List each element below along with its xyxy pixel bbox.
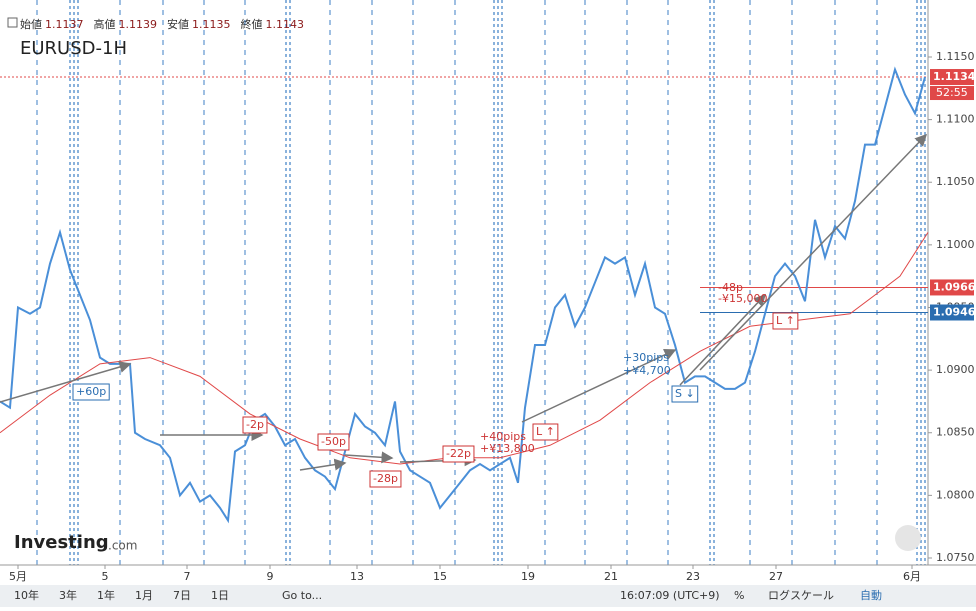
trade-annotation: L ↑ xyxy=(776,314,795,327)
annotation-box xyxy=(532,423,559,441)
price-box xyxy=(930,279,974,296)
range-button[interactable]: 10年 xyxy=(14,588,39,602)
trade-annotation: +¥13,800 xyxy=(480,442,535,455)
trade-arrow xyxy=(0,361,132,403)
price-label: 1.0946 xyxy=(933,305,976,318)
toolbar xyxy=(0,585,976,607)
trade-annotation: -22p xyxy=(446,447,471,460)
price-box xyxy=(930,304,974,321)
trade-annotation: -48p xyxy=(718,281,743,294)
x-tick-label: 21 xyxy=(604,570,618,583)
y-tick-label: 1.0750 xyxy=(936,551,975,564)
annotation-box xyxy=(72,383,110,401)
ohlc-label: 終値 xyxy=(241,17,263,31)
annotation-box xyxy=(442,445,475,463)
toolbar-auto[interactable]: 自動 xyxy=(860,588,882,602)
ohlc-label: 高値 xyxy=(94,17,116,31)
trade-arrow xyxy=(344,451,394,464)
y-tick-label: 1.0850 xyxy=(936,426,975,439)
x-tick-label: 5月 xyxy=(9,570,27,583)
x-tick-label: 27 xyxy=(769,570,783,583)
countdown: 52:55 xyxy=(936,86,968,99)
collapse-icon[interactable] xyxy=(7,17,18,28)
y-tick-label: 1.1000 xyxy=(936,238,975,251)
x-tick-label: 6月 xyxy=(903,570,921,583)
ohlc-label: 安値 xyxy=(167,17,189,31)
trade-annotation: L ↑ xyxy=(536,425,555,438)
x-tick-label: 7 xyxy=(184,570,191,583)
trade-annotation: +40pips xyxy=(480,430,526,443)
trade-annotation: -2p xyxy=(246,418,264,431)
toolbar-time: 16:07:09 (UTC+9) xyxy=(620,589,720,602)
range-button[interactable]: 1年 xyxy=(97,588,115,602)
x-tick-label: 13 xyxy=(350,570,364,583)
annotation-box xyxy=(369,470,402,488)
range-button[interactable]: 3年 xyxy=(59,588,77,602)
annotation-box xyxy=(317,433,350,451)
ohlc-value: 1.1135 xyxy=(192,18,231,31)
trade-annotation: -50p xyxy=(321,435,346,448)
x-tick-label: 5 xyxy=(102,570,109,583)
price-label: 1.1134 xyxy=(933,70,976,83)
annotation-box xyxy=(242,416,268,434)
trade-annotation: +30pips xyxy=(623,351,669,364)
ohlc-value: 1.1143 xyxy=(266,18,305,31)
symbol: EURUSD-1H xyxy=(20,38,127,59)
trade-annotation: -28p xyxy=(373,472,398,485)
trade-annotation: S ↓ xyxy=(675,387,695,400)
logo-suffix: .com xyxy=(108,539,137,553)
trade-arrow xyxy=(521,349,677,423)
trade-arrow xyxy=(299,458,347,471)
y-tick-label: 1.1050 xyxy=(936,175,975,188)
scroll-button[interactable] xyxy=(895,525,921,551)
x-tick-label: 23 xyxy=(686,570,700,583)
toolbar-log[interactable]: ログスケール xyxy=(768,588,834,602)
price-label: 1.0966 xyxy=(933,280,976,293)
annotation-box xyxy=(772,312,799,330)
range-button[interactable]: 1月 xyxy=(135,589,153,602)
logo: Investing xyxy=(14,532,109,553)
series-line xyxy=(0,66,926,524)
ohlc-label: 始値 xyxy=(20,17,42,31)
y-tick-label: 1.0900 xyxy=(936,363,975,376)
trade-arrow xyxy=(679,293,767,386)
ohlc-value: 1.1137 xyxy=(45,18,84,31)
trade-arrow xyxy=(699,133,928,371)
x-tick-label: 19 xyxy=(521,570,535,583)
price-box xyxy=(930,69,974,86)
annotation-box xyxy=(671,385,699,403)
range-button[interactable]: 7日 xyxy=(173,589,191,602)
y-tick-label: 1.0800 xyxy=(936,488,975,501)
trade-annotation: -¥15,000 xyxy=(718,292,767,305)
trade-annotation: +¥4,700 xyxy=(623,364,671,377)
toolbar-percent[interactable]: % xyxy=(734,589,744,602)
countdown-box xyxy=(930,86,974,101)
x-tick-label: 15 xyxy=(433,570,447,583)
y-tick-label: 1.1150 xyxy=(936,50,975,63)
trade-annotation: +60p xyxy=(76,385,106,398)
y-tick-label: 1.1100 xyxy=(936,113,975,126)
x-tick-label: 9 xyxy=(267,570,274,583)
range-button[interactable]: 1日 xyxy=(211,589,229,602)
toolbar-goto[interactable]: Go to... xyxy=(282,589,322,602)
ohlc-value: 1.1139 xyxy=(119,18,158,31)
